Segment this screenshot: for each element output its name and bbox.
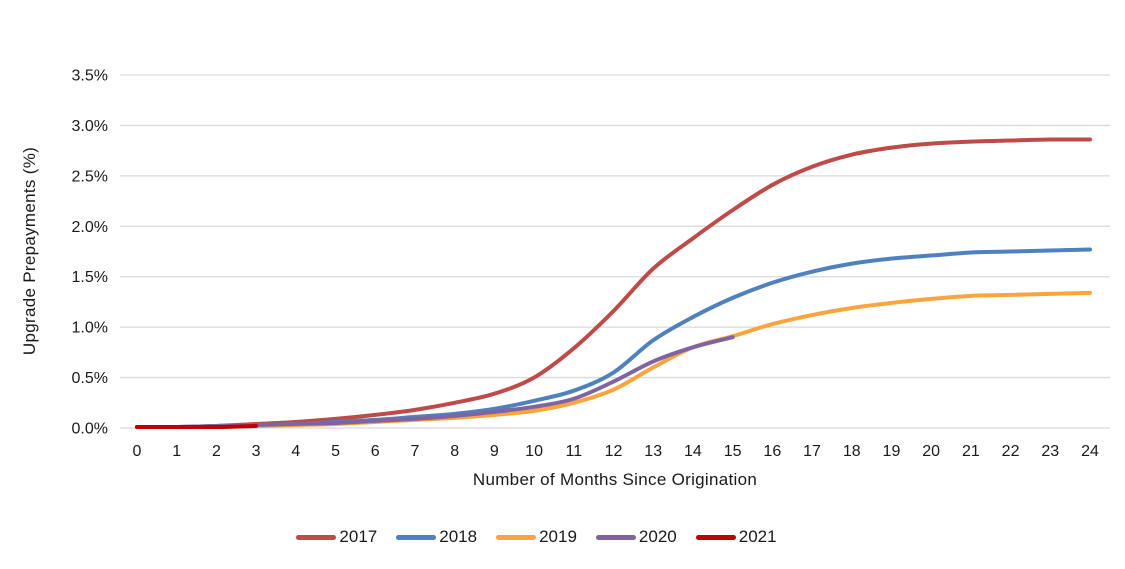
series-line-2017 [135, 137, 1092, 430]
x-tick-label: 21 [962, 443, 980, 460]
x-tick-label: 20 [922, 443, 940, 460]
y-tick-label: 0.5% [72, 370, 108, 387]
x-tick-label: 13 [644, 443, 662, 460]
y-tick-label: 1.0% [72, 320, 108, 337]
x-tick-label: 8 [450, 443, 459, 460]
x-tick-label: 12 [605, 443, 623, 460]
y-axis-title: Upgrade Prepayments (%) [20, 146, 39, 356]
legend-item-2021: 2021 [695, 527, 777, 547]
legend: 2017 2018 2019 2020 2021 [0, 527, 1125, 547]
x-tick-label: 18 [843, 443, 861, 460]
x-tick-label: 14 [684, 443, 702, 460]
y-tick-label: 1.5% [72, 269, 108, 286]
x-tick-label: 2 [212, 443, 221, 460]
y-tick-label: 3.5% [72, 68, 108, 85]
legend-label-2021: 2021 [738, 527, 777, 546]
legend-item-2019: 2019 [496, 527, 577, 547]
x-tick-label: 23 [1041, 443, 1059, 460]
y-tick-label: 2.5% [72, 168, 108, 185]
x-tick-label: 15 [724, 443, 742, 460]
x-tick-label: 7 [411, 443, 420, 460]
legend-label-2018: 2018 [439, 527, 478, 546]
legend-label-2017: 2017 [339, 527, 378, 546]
y-tick-label: 2.0% [72, 219, 108, 236]
x-tick-label: 24 [1081, 443, 1099, 460]
legend-swatch-2018 [396, 534, 437, 540]
legend-swatch-2021 [695, 534, 736, 540]
x-tick-label: 6 [371, 443, 380, 460]
x-tick-label: 16 [763, 443, 781, 460]
x-tick-label: 11 [565, 443, 582, 460]
x-tick-label: 3 [252, 443, 261, 460]
legend-label-2019: 2019 [539, 527, 577, 546]
x-tick-label: 0 [133, 443, 142, 460]
legend-swatch-2020 [595, 534, 636, 540]
x-tick-label: 19 [883, 443, 901, 460]
x-tick-label: 5 [331, 443, 340, 460]
y-tick-label: 3.0% [72, 118, 108, 135]
legend-label-2020: 2020 [638, 527, 677, 546]
y-tick-label: 0.0% [72, 421, 108, 438]
x-tick-label: 9 [490, 443, 499, 460]
legend-item-2020: 2020 [595, 527, 677, 547]
x-tick-label: 17 [803, 443, 821, 460]
legend-swatch-2017 [296, 534, 337, 540]
x-axis-title: Number of Months Since Origination [472, 470, 758, 489]
legend-item-2017: 2017 [296, 527, 377, 547]
legend-swatch-2019 [496, 534, 537, 540]
x-tick-label: 1 [172, 443, 181, 460]
legend-item-2018: 2018 [396, 527, 477, 547]
x-tick-label: 22 [1002, 443, 1020, 460]
x-tick-label: 10 [525, 443, 543, 460]
x-tick-label: 4 [291, 443, 300, 460]
series-line-2021 [135, 423, 259, 430]
